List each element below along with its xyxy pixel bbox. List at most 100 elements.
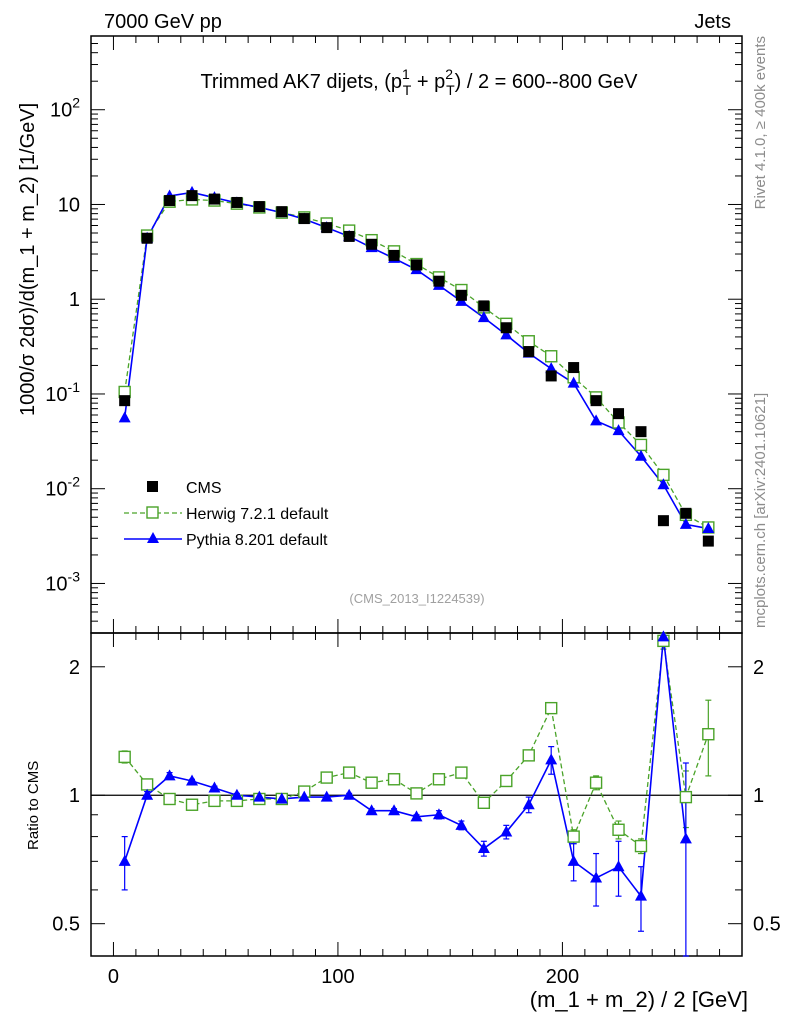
legend-label-pythia: Pythia 8.201 default [186,532,328,549]
x-axis-label: (m_1 + m_2) / 2 [GeV] [530,987,748,1012]
cms-point [388,249,400,261]
pythia-ratio-point [253,790,266,802]
cms-point [343,230,355,242]
pythia-ratio-point [410,810,423,822]
cms-point [545,370,557,382]
analysis-id-label: (CMS_2013_I1224539) [349,591,484,606]
ratio-y-tick-label-right: 2 [753,657,764,679]
chart-title-sub-t2: T [446,82,455,98]
ratio-y-tick-label-right: 0.5 [753,914,781,936]
cms-point [298,213,310,225]
chart-title-sup-2: 2 [445,66,453,82]
x-tick-label: 0 [108,966,119,988]
herwig-line [124,198,709,529]
pythia-ratio-point [634,889,647,901]
pythia-ratio-point [186,774,199,786]
cms-point [613,408,625,420]
pythia-ratio-point [500,825,513,837]
pythia-ratio-point [477,842,490,854]
chart-title-plus: + p [411,71,445,93]
main-y-tick-exponent: -1 [68,379,81,395]
main-y-tick-label: 1 [69,289,80,311]
herwig-point [634,438,648,452]
herwig-ratio-point [432,773,446,786]
cms-point [164,195,176,207]
cms-point [208,193,220,205]
rivet-version-label: Rivet 4.1.0, ≥ 400k events [752,36,769,209]
pythia-ratio-point [612,860,625,872]
herwig-ratio-point [500,774,513,788]
herwig-ratio-point [410,787,423,800]
pythia-point [657,478,670,490]
herwig-ratio-point [589,776,603,789]
herwig-ratio-point [612,823,625,836]
pythia-ratio-point [230,788,243,800]
pythia-point [612,424,625,436]
herwig-ratio-point [544,701,558,715]
cms-point [253,201,265,213]
cms-point [478,300,490,312]
cms-point [455,289,467,301]
pythia-ratio-point [432,808,445,820]
main-y-tick-label: 10-2 [45,474,80,501]
main-y-axis-label: 1000/σ 2dσ)/d(m_1 + m_2) [1/GeV] [17,103,39,416]
herwig-point [544,350,558,363]
herwig-ratio-point [567,830,580,843]
herwig-ratio-point [365,776,378,789]
herwig-ratio-point [679,790,693,804]
legend: CMS Herwig 7.2.1 default Pythia 8.201 de… [124,480,329,549]
herwig-ratio-point [320,771,333,784]
main-y-tick-mantissa: 10 [45,384,67,406]
cms-point [568,362,580,374]
herwig-ratio-point [455,766,468,779]
pythia-ratio-point [208,781,221,793]
pythia-point [118,411,131,423]
cms-point [119,395,131,407]
cms-point [523,346,535,358]
cms-point [500,322,512,334]
main-plot-marks [118,185,715,547]
cms-point [702,535,714,547]
main-y-tick-mantissa: 10 [58,194,80,216]
pythia-ratio-point [522,798,535,810]
pythia-ratio-point [657,630,670,642]
cms-point [635,426,647,438]
ratio-y-tick-label: 2 [69,657,80,679]
legend-label-cms: CMS [186,480,222,497]
x-tick-label: 200 [546,966,579,988]
pythia-ratio-line [123,636,687,899]
cms-point [680,507,692,519]
pythia-ratio-point [343,788,356,800]
ratio-y-axis-label: Ratio to CMS [25,761,42,850]
herwig-ratio-point [140,778,154,791]
herwig-ratio-point [522,749,535,762]
main-y-tick-exponent: -3 [68,568,81,584]
main-y-tick-mantissa: 1 [69,289,80,311]
main-y-tick-label: 10-1 [45,379,80,406]
pythia-line [123,191,709,530]
legend-marker-cms [147,481,158,492]
legend-label-herwig: Herwig 7.2.1 default [186,506,329,523]
main-y-tick-mantissa: 10 [45,479,67,501]
ratio-y-tick-label: 1 [69,785,80,807]
pythia-ratio-point [163,769,176,781]
pythia-ratio-point [298,790,311,802]
cms-point [186,190,198,202]
main-y-tick-label: 102 [50,95,80,122]
pythia-point [634,449,647,461]
main-y-tick-exponent: -2 [68,474,81,490]
pythia-ratio-point [141,788,154,800]
pythia-ratio-point [365,804,378,816]
header-left-label: 7000 GeV pp [104,11,222,33]
chart-title-sup-1: 1 [402,66,410,82]
pythia-ratio-point [320,790,333,802]
ratio-axis-ticks: 0 100 200 0.5 0.5 1 1 2 2 [52,633,781,988]
legend-marker-herwig [146,506,159,519]
herwig-ratio-point [477,796,491,810]
herwig-ratio-point [342,766,356,779]
cms-point [590,395,602,407]
cms-point [141,232,153,244]
herwig-ratio-point [163,792,176,806]
chart-title-suffix: ) / 2 = 600--800 GeV [455,71,639,93]
